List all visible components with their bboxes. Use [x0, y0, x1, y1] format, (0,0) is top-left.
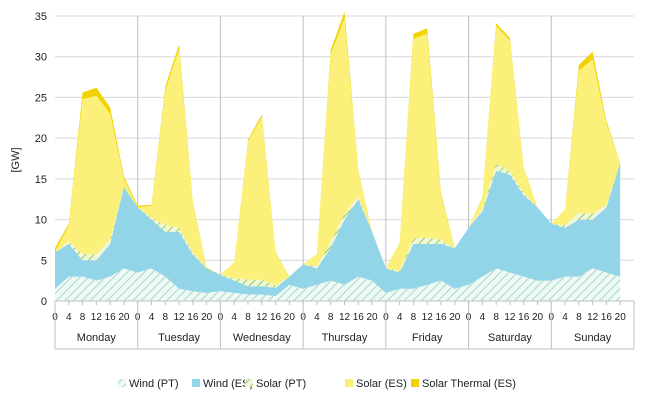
x-tick-label: 8: [80, 312, 86, 323]
legend-swatch: [245, 379, 253, 387]
x-tick-label: 8: [411, 312, 417, 323]
x-tick-label: 8: [328, 312, 334, 323]
area-wind-pt: [55, 268, 621, 301]
x-tick-label: 4: [397, 312, 403, 323]
x-tick-label: 12: [587, 312, 599, 323]
day-label: Saturday: [488, 332, 533, 344]
area-solar-es: [55, 18, 621, 286]
legend-swatch: [411, 379, 419, 387]
x-tick-label: 20: [284, 312, 296, 323]
x-tick-label: 8: [245, 312, 251, 323]
legend-label: Wind (PT): [129, 378, 179, 390]
x-tick-label: 8: [493, 312, 499, 323]
x-tick-label: 20: [449, 312, 461, 323]
day-label: Tuesday: [158, 332, 200, 344]
legend-label: Solar Thermal (ES): [422, 378, 516, 390]
x-tick-label: 16: [187, 312, 199, 323]
y-tick-label: 10: [35, 215, 47, 227]
legend-swatch: [192, 379, 200, 387]
x-tick-label: 20: [532, 312, 544, 323]
legend: Wind (PT) Wind (ES) Solar (PT) Solar (ES) So…: [118, 378, 516, 390]
area-series: [55, 11, 621, 301]
x-tick-label: 16: [435, 312, 447, 323]
legend-label: Solar (ES): [356, 378, 407, 390]
y-tick-label: 15: [35, 174, 47, 186]
x-tick-label: 16: [353, 312, 365, 323]
legend-label: Wind (ES): [203, 378, 253, 390]
x-tick-label: 16: [105, 312, 117, 323]
y-tick-label: 35: [35, 11, 47, 23]
x-tick-label: 12: [339, 312, 351, 323]
x-tick-label: 4: [66, 312, 72, 323]
x-tick-label: 16: [601, 312, 613, 323]
x-tick-label: 20: [615, 312, 627, 323]
x-tick-label: 4: [231, 312, 237, 323]
x-tick-label: 4: [314, 312, 320, 323]
x-tick-label: 4: [480, 312, 486, 323]
x-tick-label: 20: [367, 312, 379, 323]
day-label: Friday: [412, 332, 443, 344]
y-tick-label: 5: [41, 255, 47, 267]
x-tick-label: 12: [504, 312, 516, 323]
x-tick-label: 8: [163, 312, 169, 323]
y-tick-label: 0: [41, 296, 47, 308]
legend-swatch: [345, 379, 353, 387]
legend-swatch: [118, 379, 126, 387]
day-label: Sunday: [574, 332, 612, 344]
x-tick-label: 20: [118, 312, 130, 323]
area-wind-es: [55, 162, 621, 297]
x-tick-label: 8: [576, 312, 582, 323]
y-tick-label: 25: [35, 92, 47, 104]
axes: 0510152025303504812162004812162004812162…: [35, 11, 635, 350]
day-label: Wednesday: [233, 332, 291, 344]
x-tick-label: 12: [422, 312, 434, 323]
x-tick-label: 20: [201, 312, 213, 323]
legend-label: Solar (PT): [256, 378, 306, 390]
x-tick-label: 12: [91, 312, 103, 323]
y-axis-label: [GW]: [10, 147, 22, 172]
x-tick-label: 12: [174, 312, 186, 323]
y-tick-label: 30: [35, 52, 47, 64]
y-tick-label: 20: [35, 133, 47, 145]
day-label: Thursday: [322, 332, 368, 344]
x-tick-label: 12: [256, 312, 268, 323]
x-tick-label: 4: [562, 312, 568, 323]
day-label: Monday: [77, 332, 117, 344]
x-tick-label: 4: [149, 312, 155, 323]
x-tick-label: 16: [270, 312, 282, 323]
x-tick-label: 16: [518, 312, 530, 323]
